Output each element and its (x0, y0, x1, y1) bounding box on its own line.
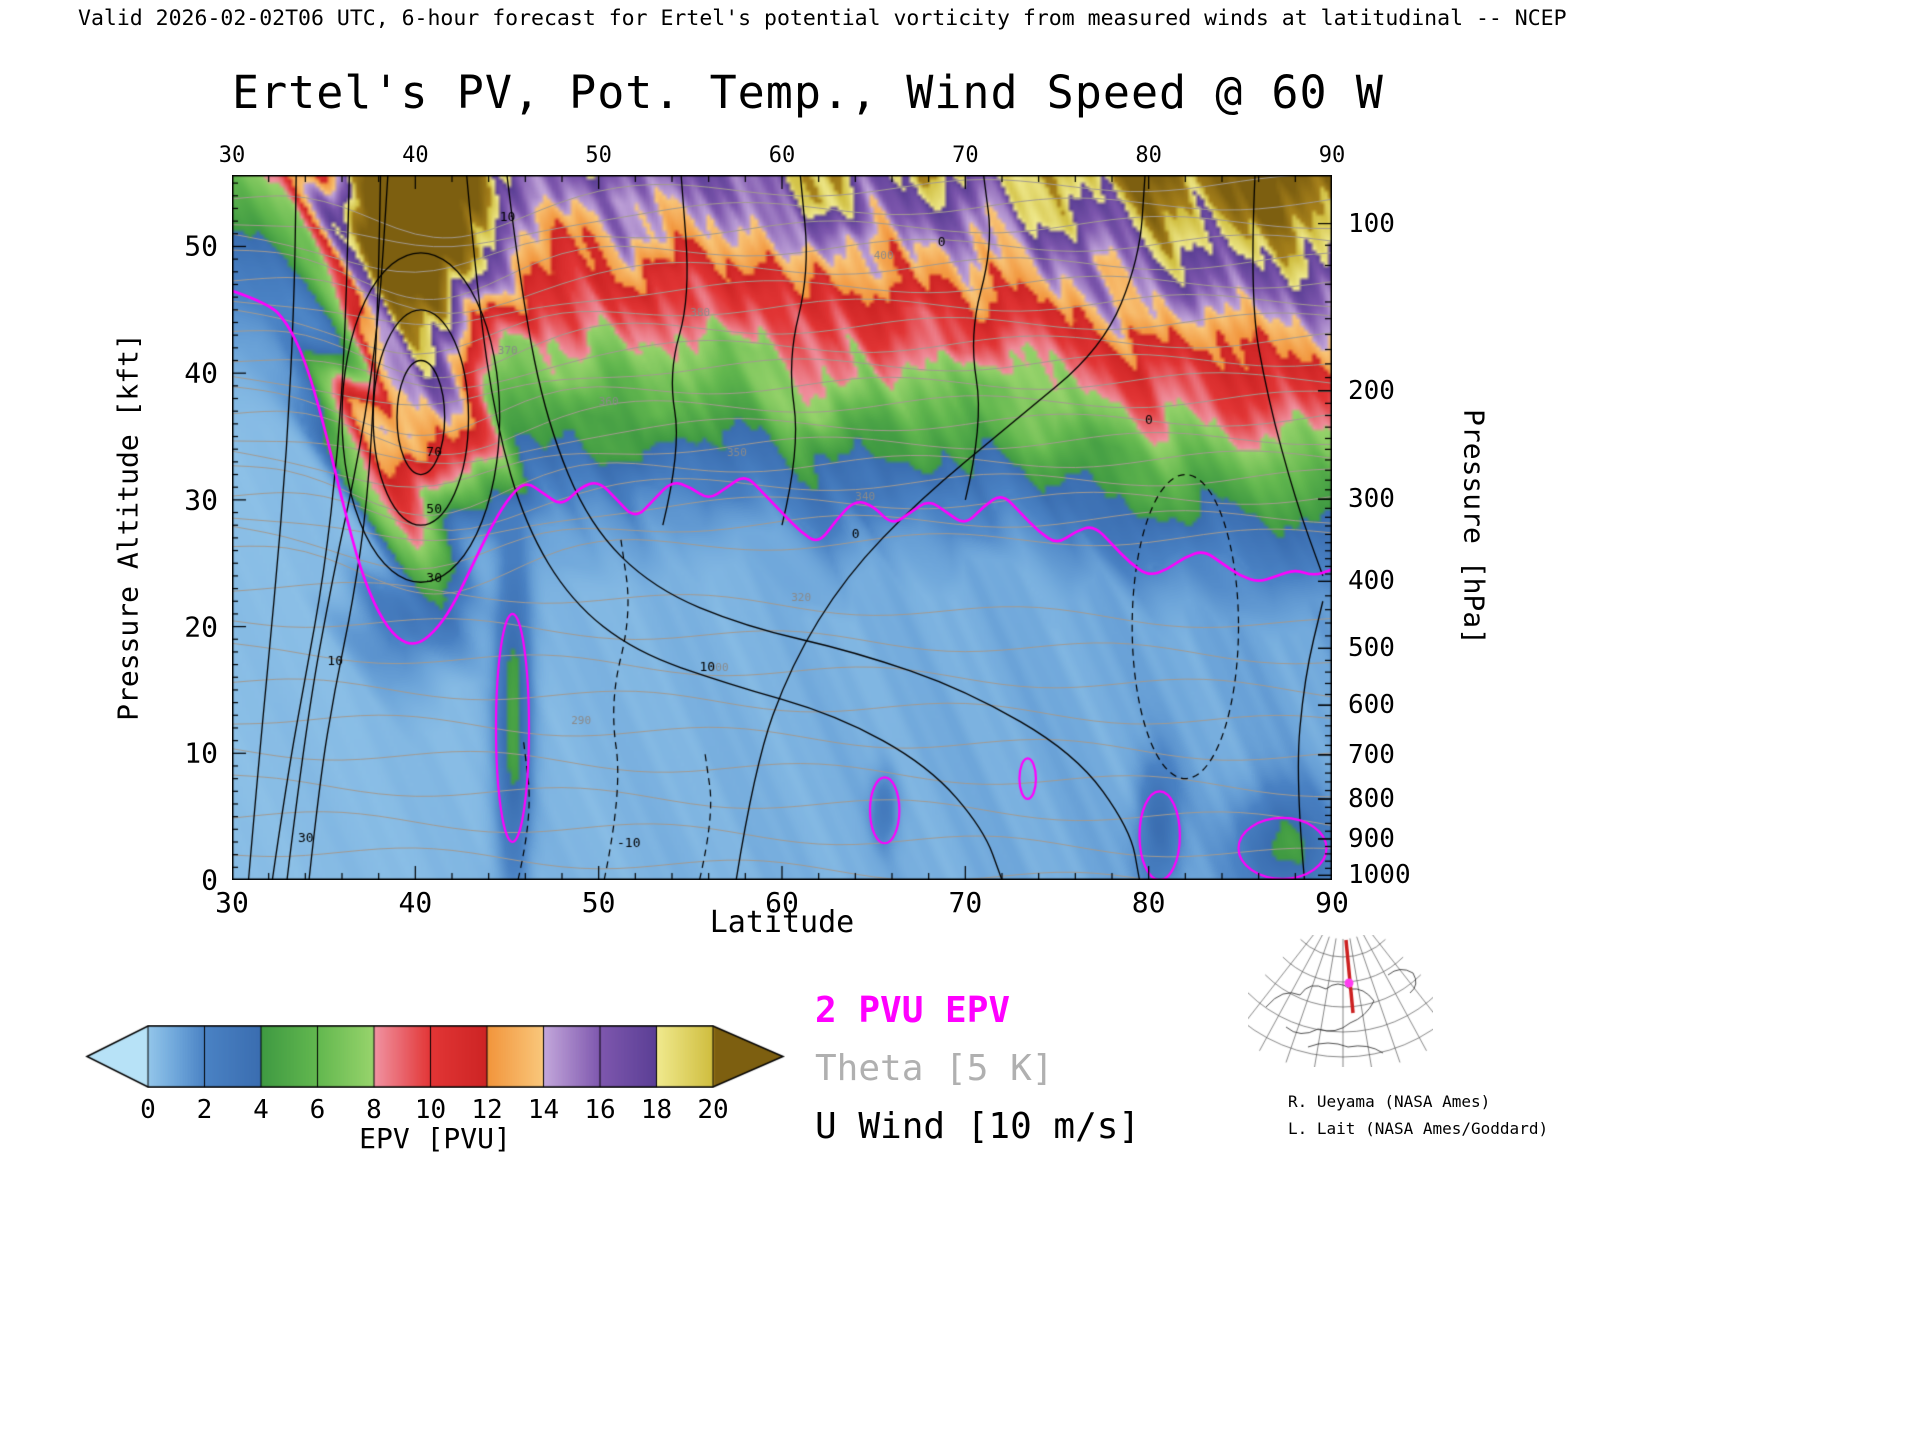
x-tick-label: 30 (215, 886, 249, 919)
colorbar-tick-label: 18 (640, 1095, 673, 1125)
plot-title: Ertel's PV, Pot. Temp., Wind Speed @ 60 … (232, 66, 1384, 119)
x-top-tick-label: 30 (218, 143, 246, 168)
y-right-axis-label: Pressure [hPa] (1457, 408, 1491, 646)
y-right-tick-label: 100 (1348, 208, 1395, 239)
colorbar-tick-label: 16 (584, 1095, 616, 1125)
x-top-tick-label: 40 (402, 143, 429, 168)
legend-item-2pvu: 2 PVU EPV (815, 990, 1011, 1031)
y-left-tick-label: 0 (201, 863, 218, 897)
y-right-tick-label: 900 (1348, 823, 1395, 854)
y-left-axis-label: Pressure Altitude [kft] (111, 333, 145, 721)
colorbar-tick-label: 8 (366, 1095, 382, 1125)
colorbar-tick-label: 12 (471, 1095, 503, 1125)
x-top-tick-label: 80 (1135, 143, 1162, 168)
y-left-tick-label: 10 (184, 736, 218, 770)
credit-line-2: L. Lait (NASA Ames/Goddard) (1288, 1119, 1549, 1138)
y-right-tick-label: 500 (1348, 633, 1395, 664)
inset-map (1248, 935, 1433, 1067)
y-right-tick-label: 200 (1348, 375, 1395, 406)
colorbar-tick-label: 14 (527, 1095, 560, 1125)
y-left-tick-label: 50 (184, 229, 218, 263)
x-top-tick-label: 60 (768, 143, 796, 168)
legend: 2 PVU EPV Theta [5 K] U Wind [10 m/s] (815, 982, 1140, 1156)
y-right-tick-label: 300 (1348, 484, 1395, 515)
epv-colorbar (85, 1025, 785, 1088)
x-axis-label: Latitude (709, 905, 855, 940)
forecast-header: Valid 2026-02-02T06 UTC, 6-hour forecast… (78, 6, 1567, 31)
colorbar-tick-label: 10 (414, 1095, 447, 1125)
x-tick-label: 90 (1315, 886, 1349, 919)
x-top-tick-label: 90 (1318, 143, 1346, 168)
y-right-tick-label: 800 (1348, 784, 1395, 814)
x-tick-label: 40 (398, 886, 433, 919)
credits: R. Ueyama (NASA Ames) L. Lait (NASA Ames… (1288, 1088, 1548, 1142)
x-tick-label: 50 (581, 886, 616, 919)
legend-item-uwind: U Wind [10 m/s] (815, 1106, 1141, 1147)
colorbar-tick-label: 4 (253, 1095, 269, 1125)
colorbar-label: EPV [PVU] (359, 1122, 511, 1155)
colorbar-tick-label: 6 (309, 1095, 326, 1125)
main-plot-area (232, 175, 1332, 880)
y-right-tick-label: 600 (1348, 690, 1395, 721)
y-left-tick-label: 40 (184, 356, 218, 390)
x-tick-label: 80 (1131, 886, 1166, 919)
y-right-tick-label: 1000 (1348, 860, 1411, 891)
colorbar-tick-label: 20 (697, 1095, 729, 1125)
credit-line-1: R. Ueyama (NASA Ames) (1288, 1092, 1491, 1111)
x-top-tick-label: 50 (585, 143, 612, 168)
x-tick-label: 60 (765, 886, 799, 919)
y-left-tick-label: 20 (184, 610, 218, 644)
colorbar-tick-label: 2 (196, 1095, 213, 1125)
epv-cross-section-canvas (232, 175, 1332, 880)
colorbar-tick-label: 0 (140, 1095, 156, 1125)
legend-item-theta: Theta [5 K] (815, 1048, 1054, 1089)
y-right-tick-label: 400 (1348, 566, 1395, 597)
x-tick-label: 70 (948, 886, 983, 919)
x-top-tick-label: 70 (952, 143, 979, 168)
y-left-tick-label: 30 (184, 483, 218, 517)
y-right-tick-label: 700 (1348, 739, 1395, 770)
